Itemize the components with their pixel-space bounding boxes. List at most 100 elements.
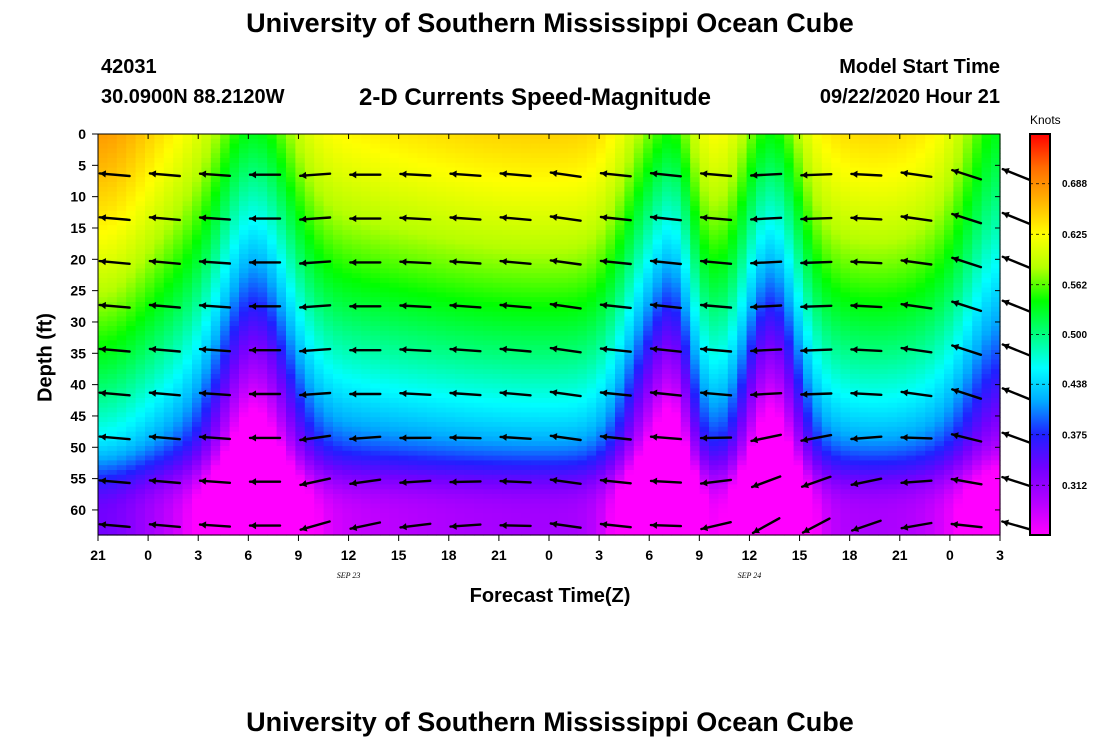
heatmap-cell xyxy=(220,153,231,159)
heatmap-cell xyxy=(361,186,372,193)
heatmap-cell xyxy=(558,177,569,183)
heatmap-cell xyxy=(427,186,437,193)
heatmap-cell xyxy=(210,182,221,188)
heatmap-cell xyxy=(455,230,466,236)
heatmap-cell xyxy=(549,177,560,183)
heatmap-cell xyxy=(577,148,588,154)
heatmap-cell xyxy=(163,407,174,413)
heatmap-cell xyxy=(276,522,287,529)
heatmap-cell xyxy=(558,273,569,279)
heatmap-cell xyxy=(615,345,625,351)
heatmap-cell xyxy=(624,321,635,327)
heatmap-cell xyxy=(615,210,625,217)
heatmap-cell xyxy=(577,441,588,447)
heatmap-cell xyxy=(539,388,550,394)
heatmap-cell xyxy=(107,518,118,524)
heatmap-cell xyxy=(408,364,419,370)
heatmap-cell xyxy=(304,134,315,140)
heatmap-cell xyxy=(304,206,315,212)
heatmap-cell xyxy=(182,354,193,361)
heatmap-cell xyxy=(116,508,127,514)
heatmap-cell xyxy=(370,441,381,447)
heatmap-cell xyxy=(98,230,108,236)
heatmap-cell xyxy=(483,148,494,154)
heatmap-cell xyxy=(342,273,353,279)
heatmap-cell xyxy=(605,234,616,241)
heatmap-cell xyxy=(192,489,202,495)
heatmap-cell xyxy=(192,359,202,365)
heatmap-cell xyxy=(361,498,372,505)
heatmap-cell xyxy=(596,494,607,500)
heatmap-cell xyxy=(483,292,494,298)
heatmap-cell xyxy=(605,220,616,226)
heatmap-cell xyxy=(436,182,447,188)
heatmap-cell xyxy=(323,354,334,361)
heatmap-cell xyxy=(248,369,259,375)
heatmap-cell xyxy=(135,206,146,212)
heatmap-cell xyxy=(408,422,419,428)
heatmap-cell xyxy=(549,455,560,461)
heatmap-cell xyxy=(474,383,484,389)
heatmap-cell xyxy=(624,359,635,365)
heatmap-cell xyxy=(586,484,597,490)
heatmap-cell xyxy=(398,513,409,519)
heatmap-cell xyxy=(380,273,390,279)
heatmap-cell xyxy=(182,268,193,274)
heatmap-cell xyxy=(276,470,287,476)
heatmap-cell xyxy=(483,489,494,495)
heatmap-cell xyxy=(267,249,278,255)
heatmap-cell xyxy=(389,162,400,169)
heatmap-cell xyxy=(408,527,419,533)
heatmap-cell xyxy=(398,470,409,476)
heatmap-cell xyxy=(154,158,165,164)
heatmap-cell xyxy=(427,244,437,250)
heatmap-cell xyxy=(389,441,400,447)
heatmap-cell xyxy=(464,503,475,509)
heatmap-cell xyxy=(154,378,165,385)
heatmap-cell xyxy=(154,498,165,505)
heatmap-cell xyxy=(145,153,155,159)
heatmap-cell xyxy=(398,239,409,245)
heatmap-cell xyxy=(389,206,400,212)
heatmap-cell xyxy=(370,340,381,346)
heatmap-cell xyxy=(455,321,466,327)
heatmap-cell xyxy=(201,148,212,154)
heatmap-cell xyxy=(267,460,278,466)
heatmap-cell xyxy=(427,162,437,169)
heatmap-cell xyxy=(445,158,456,164)
heatmap-cell xyxy=(568,148,578,154)
heatmap-cell xyxy=(98,498,108,505)
heatmap-cell xyxy=(135,503,146,509)
heatmap-cell xyxy=(98,518,108,524)
heatmap-cell xyxy=(408,234,419,241)
heatmap-cell xyxy=(351,398,362,404)
heatmap-cell xyxy=(615,278,625,284)
heatmap-cell xyxy=(314,335,325,341)
heatmap-cell xyxy=(370,153,381,159)
heatmap-cell xyxy=(248,210,259,217)
heatmap-cell xyxy=(615,326,625,332)
heatmap-cell xyxy=(314,426,325,433)
heatmap-cell xyxy=(445,335,456,341)
heatmap-cell xyxy=(314,210,325,217)
heatmap-cell xyxy=(135,182,146,188)
heatmap-cell xyxy=(633,186,644,193)
heatmap-cell xyxy=(98,431,108,437)
heatmap-cell xyxy=(408,196,419,202)
heatmap-cell xyxy=(370,383,381,389)
heatmap-cell xyxy=(239,383,249,389)
heatmap-cell xyxy=(539,158,550,164)
heatmap-cell xyxy=(257,470,268,476)
heatmap-cell xyxy=(173,138,184,145)
heatmap-cell xyxy=(192,326,202,332)
heatmap-cell xyxy=(154,287,165,293)
heatmap-cell xyxy=(201,393,212,399)
heatmap-cell xyxy=(257,201,268,207)
heatmap-cell xyxy=(145,191,155,197)
heatmap-cell xyxy=(633,316,644,322)
heatmap-cell xyxy=(201,431,212,437)
heatmap-cell xyxy=(370,297,381,303)
heatmap-cell xyxy=(624,177,635,183)
heatmap-cell xyxy=(154,311,165,317)
heatmap-cell xyxy=(173,191,184,197)
